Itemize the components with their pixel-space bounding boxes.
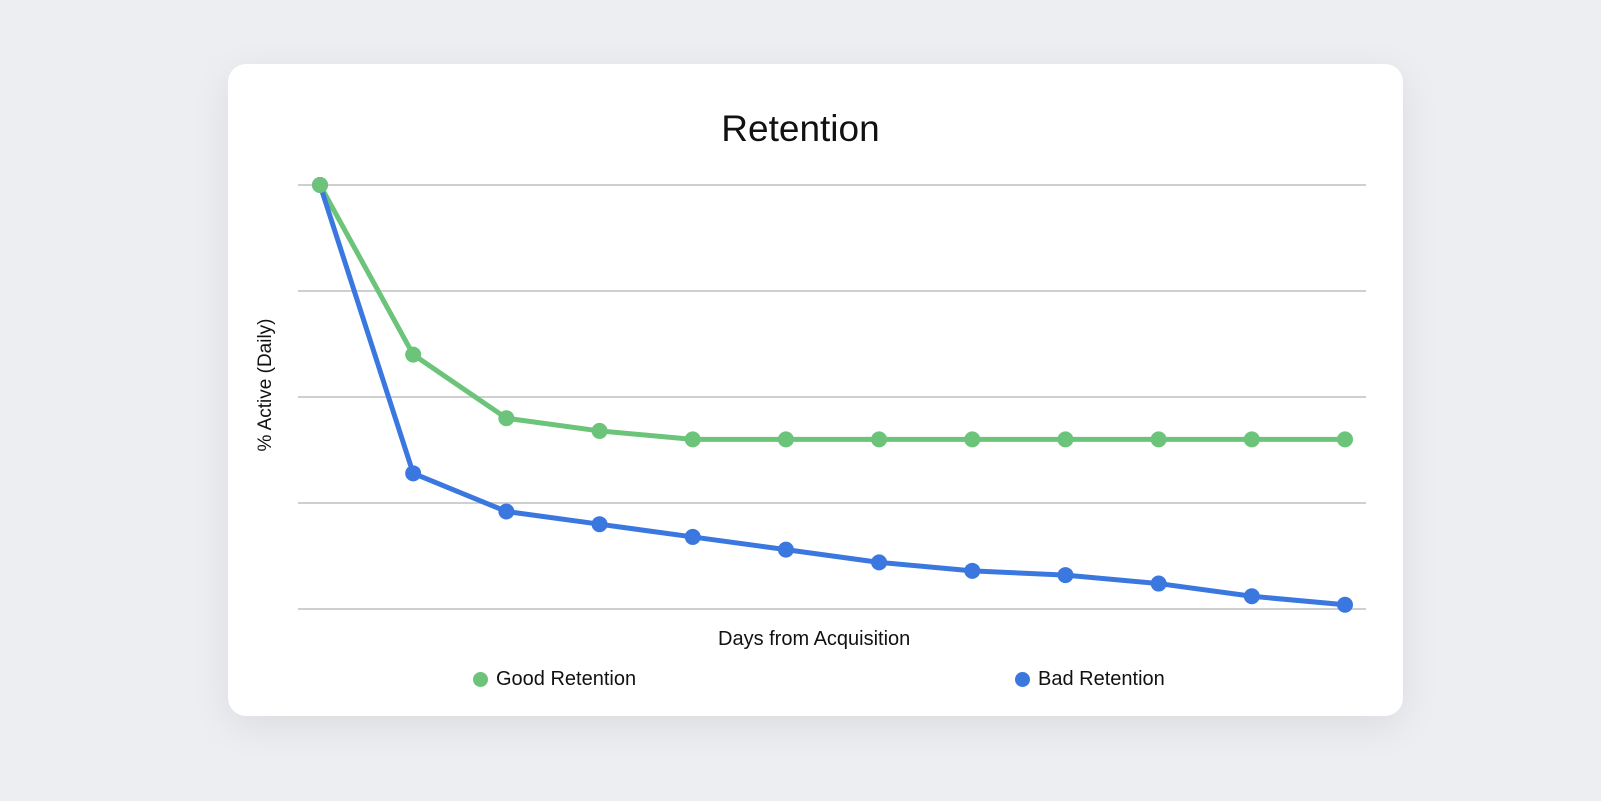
data-point-good bbox=[684, 431, 701, 448]
data-point-good bbox=[405, 346, 422, 363]
data-point-good bbox=[1243, 431, 1260, 448]
data-point-good bbox=[498, 410, 515, 427]
data-point-bad bbox=[1337, 596, 1353, 613]
data-point-good bbox=[1150, 431, 1167, 448]
data-point-bad bbox=[964, 562, 981, 579]
data-point-good bbox=[312, 177, 328, 193]
legend-item-bad: Bad Retention bbox=[1015, 668, 1165, 691]
x-axis-label: Days from Acquisition bbox=[718, 628, 911, 650]
legend-label-good: Good Retention bbox=[496, 668, 637, 690]
series-line-bad bbox=[317, 184, 1346, 608]
data-point-bad bbox=[498, 503, 515, 520]
data-point-bad bbox=[1243, 588, 1260, 605]
data-point-bad bbox=[1057, 567, 1074, 584]
data-point-bad bbox=[405, 465, 422, 482]
y-axis-label: % Active (Daily) bbox=[255, 318, 276, 452]
legend-marker-bad bbox=[1015, 672, 1030, 687]
chart-card bbox=[228, 64, 1403, 716]
legend-label-bad: Bad Retention bbox=[1038, 668, 1165, 690]
data-point-bad bbox=[591, 516, 608, 533]
data-point-good bbox=[1337, 431, 1353, 448]
data-point-good bbox=[777, 431, 794, 448]
data-point-good bbox=[964, 431, 981, 448]
data-point-good bbox=[871, 431, 888, 448]
legend-marker-good bbox=[473, 672, 488, 687]
chart-title: Retention bbox=[721, 108, 880, 149]
data-point-bad bbox=[1150, 575, 1167, 592]
legend-item-good: Good Retention bbox=[473, 668, 636, 691]
data-point-good bbox=[591, 422, 608, 439]
data-point-bad bbox=[684, 528, 701, 545]
series-line-good bbox=[317, 183, 1345, 442]
data-point-bad bbox=[871, 554, 888, 571]
data-point-good bbox=[1057, 431, 1074, 448]
data-point-bad bbox=[777, 541, 794, 558]
